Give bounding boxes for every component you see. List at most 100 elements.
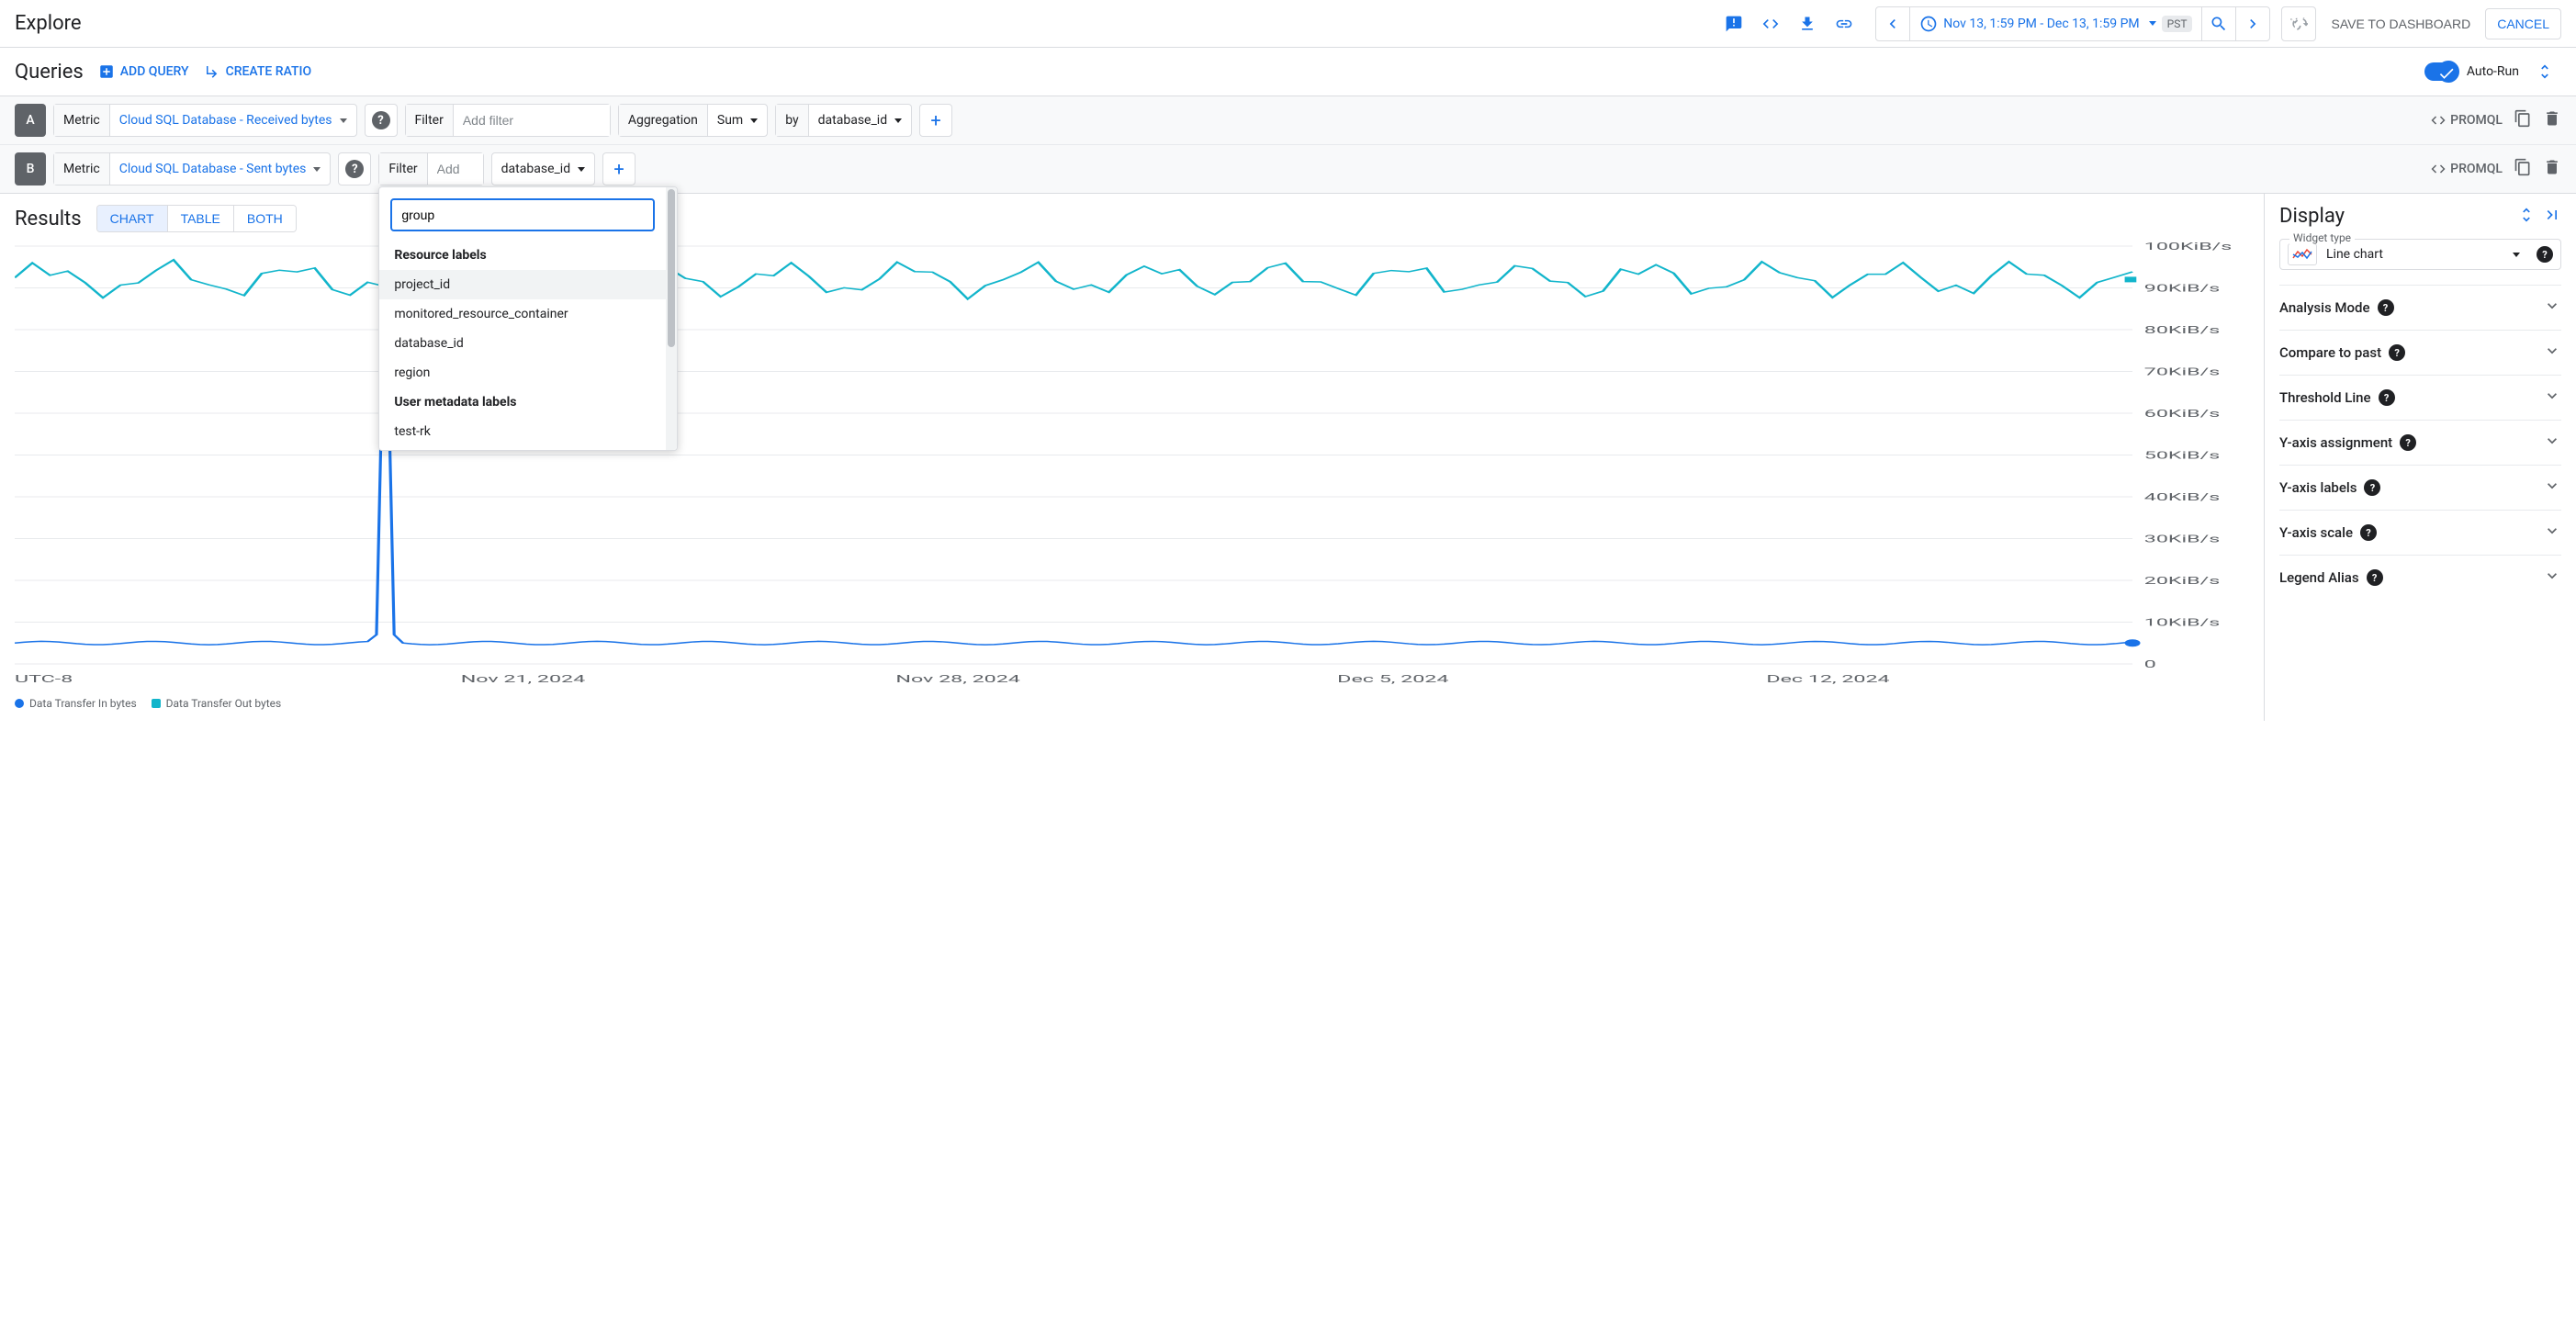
dropdown-item[interactable]: monitored_resource_container: [379, 299, 666, 329]
legend-item[interactable]: Data Transfer Out bytes: [152, 697, 282, 710]
svg-text:Dec 12, 2024: Dec 12, 2024: [1766, 673, 1889, 685]
chart-container: 100KiB/s90KiB/s80KiB/s70KiB/s60KiB/s50Ki…: [15, 242, 2249, 691]
code-icon[interactable]: [1754, 7, 1787, 40]
help-icon[interactable]: ?: [2364, 479, 2380, 496]
chevron-down-icon: [2543, 432, 2561, 454]
query-row-a: A Metric Cloud SQL Database - Received b…: [0, 96, 2576, 144]
dropdown-item[interactable]: project_id: [379, 270, 666, 299]
promql-button[interactable]: PROMQL: [2430, 112, 2503, 129]
caret-down-icon: [2513, 253, 2520, 257]
legend-label: Data Transfer Out bytes: [166, 697, 282, 710]
chart-footer: Data Transfer In bytes Data Transfer Out …: [15, 697, 2249, 710]
add-query-button[interactable]: ADD QUERY: [98, 63, 189, 80]
dropdown-scrollbar[interactable]: [666, 187, 677, 450]
link-icon[interactable]: [1828, 7, 1861, 40]
query-row-b: B Metric Cloud SQL Database - Sent bytes…: [0, 144, 2576, 193]
results-tab-chart[interactable]: CHART: [97, 206, 167, 231]
results-left: Results CHARTTABLEBOTH 100KiB/s90KiB/s80…: [0, 194, 2264, 721]
timezone-badge: PST: [2162, 16, 2193, 32]
collapse-right-icon[interactable]: [2543, 206, 2561, 228]
dropdown-search-input[interactable]: [390, 198, 655, 231]
collapse-icon[interactable]: [2528, 55, 2561, 88]
accordion-label: Y-axis labels: [2279, 479, 2357, 496]
groupby-value[interactable]: database_id: [809, 113, 911, 128]
accordion-row[interactable]: Legend Alias?: [2279, 555, 2561, 600]
time-next-icon[interactable]: [2236, 7, 2269, 40]
chart: 100KiB/s90KiB/s80KiB/s70KiB/s60KiB/s50Ki…: [15, 242, 2249, 691]
add-filter-button[interactable]: +: [919, 104, 952, 137]
by-label: by: [776, 105, 808, 136]
query-badge: A: [15, 104, 46, 137]
metric-value[interactable]: Cloud SQL Database - Received bytes: [110, 113, 356, 128]
svg-text:60KiB/s: 60KiB/s: [2144, 408, 2220, 420]
save-to-dashboard-button[interactable]: SAVE TO DASHBOARD: [2320, 9, 2481, 39]
dropdown-item[interactable]: test-rk: [379, 417, 666, 446]
delete-icon[interactable]: [2543, 109, 2561, 131]
metric-help-button[interactable]: ?: [365, 104, 398, 137]
filter-label: Filter: [406, 105, 454, 136]
help-icon[interactable]: ?: [2379, 389, 2395, 406]
legend-item[interactable]: Data Transfer In bytes: [15, 697, 137, 710]
help-icon[interactable]: ?: [2537, 246, 2553, 263]
create-ratio-button[interactable]: CREATE RATIO: [204, 63, 312, 80]
delete-icon[interactable]: [2543, 158, 2561, 180]
help-icon[interactable]: ?: [2367, 569, 2383, 586]
accordion-row[interactable]: Y-axis labels?: [2279, 465, 2561, 510]
aggregation-value[interactable]: Sum: [708, 113, 767, 128]
time-range-label: Nov 13, 1:59 PM - Dec 13, 1:59 PM: [1943, 17, 2139, 31]
svg-text:80KiB/s: 80KiB/s: [2144, 324, 2220, 336]
legend-marker: [15, 699, 24, 708]
copy-icon[interactable]: [2514, 109, 2532, 131]
help-icon[interactable]: ?: [2378, 299, 2394, 316]
filter-input[interactable]: [428, 153, 483, 185]
legend-marker: [152, 699, 161, 708]
help-icon[interactable]: ?: [2360, 524, 2377, 541]
help-icon[interactable]: ?: [2389, 344, 2405, 361]
download-icon[interactable]: [1791, 7, 1824, 40]
autorun-label: Auto-Run: [2467, 64, 2519, 79]
dropdown-section-header: Resource labels: [379, 241, 666, 270]
help-icon[interactable]: ?: [2400, 434, 2416, 451]
widget-type-select[interactable]: Widget type Line chart ?: [2279, 239, 2561, 270]
caret-down-icon: [2149, 21, 2156, 26]
accordion-label: Compare to past: [2279, 344, 2381, 361]
accordion-row[interactable]: Y-axis assignment?: [2279, 420, 2561, 465]
comment-icon[interactable]: [1717, 7, 1750, 40]
accordion-row[interactable]: Analysis Mode?: [2279, 285, 2561, 330]
metric-label: Metric: [54, 153, 110, 185]
chevron-down-icon: [2543, 567, 2561, 589]
dropdown-item[interactable]: database_id: [379, 329, 666, 358]
dropdown-item[interactable]: region: [379, 358, 666, 388]
time-prev-icon[interactable]: [1876, 7, 1909, 40]
display-title: Display: [2279, 205, 2345, 228]
add-filter-button[interactable]: +: [602, 152, 636, 185]
display-panel: Display Widget type Line chart ? Analysi…: [2264, 194, 2576, 721]
svg-text:UTC-8: UTC-8: [15, 673, 73, 685]
time-range-picker[interactable]: Nov 13, 1:59 PM - Dec 13, 1:59 PM PST: [1910, 7, 2201, 40]
results-tab-both[interactable]: BOTH: [233, 206, 296, 231]
accordion-row[interactable]: Compare to past?: [2279, 330, 2561, 375]
svg-text:40KiB/s: 40KiB/s: [2144, 491, 2220, 503]
groupby-value[interactable]: database_id: [492, 162, 594, 176]
accordion-label: Threshold Line: [2279, 389, 2371, 406]
line-chart-icon: [2288, 243, 2317, 265]
results-tab-table[interactable]: TABLE: [167, 206, 233, 231]
promql-button[interactable]: PROMQL: [2430, 161, 2503, 177]
create-ratio-label: CREATE RATIO: [226, 64, 312, 79]
filter-label: Filter: [379, 153, 427, 185]
autorun-toggle[interactable]: [2424, 62, 2458, 81]
metric-help-button[interactable]: ?: [338, 152, 371, 185]
accordion-row[interactable]: Threshold Line?: [2279, 375, 2561, 420]
display-accordion: Analysis Mode? Compare to past? Threshol…: [2279, 285, 2561, 600]
filter-dropdown: Resource labels project_idmonitored_reso…: [378, 186, 678, 451]
metric-value[interactable]: Cloud SQL Database - Sent bytes: [110, 162, 331, 176]
sync-off-icon[interactable]: [2282, 7, 2315, 40]
queries-bar: Queries ADD QUERY CREATE RATIO Auto-Run: [0, 48, 2576, 96]
cancel-button[interactable]: CANCEL: [2485, 8, 2561, 39]
accordion-row[interactable]: Y-axis scale?: [2279, 510, 2561, 555]
widget-type-value: Line chart: [2326, 247, 2500, 262]
filter-input[interactable]: [454, 105, 610, 136]
search-icon[interactable]: [2202, 7, 2235, 40]
expand-vert-icon[interactable]: [2517, 206, 2536, 228]
copy-icon[interactable]: [2514, 158, 2532, 180]
